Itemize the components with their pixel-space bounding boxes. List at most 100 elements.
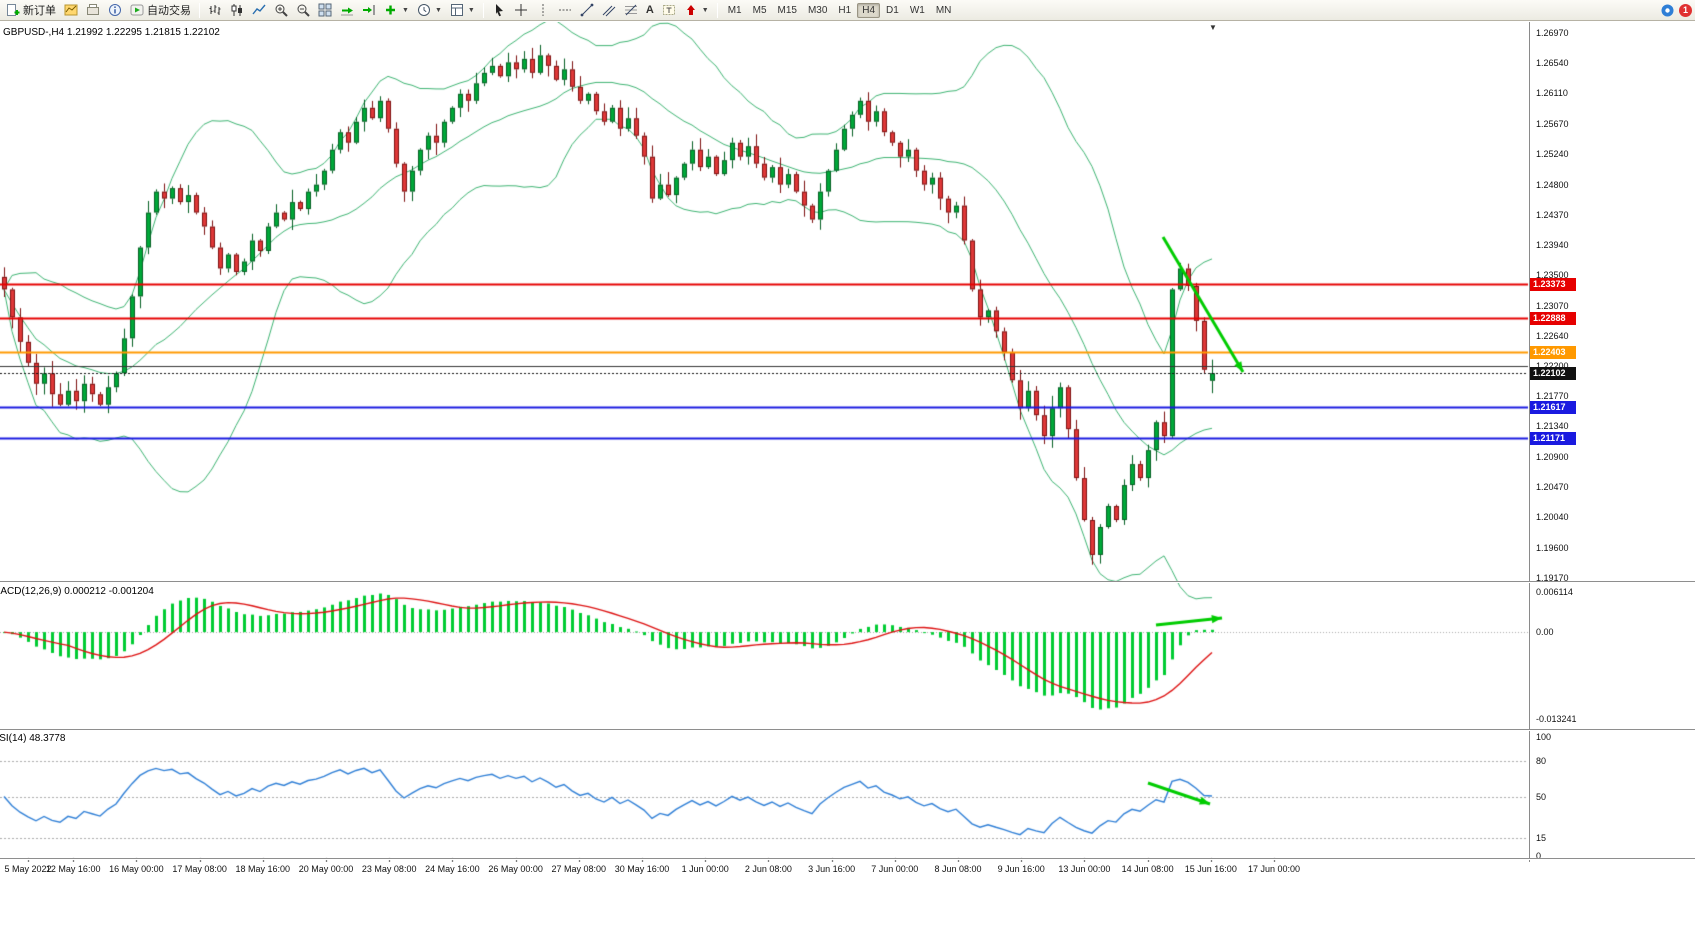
macd-label: MACD(12,26,9) 0.000212 -0.001204 — [0, 586, 154, 597]
auto-trading-button[interactable]: 自动交易 — [127, 1, 194, 19]
timeframe-m1[interactable]: M1 — [727, 4, 742, 16]
price-scale-label: 1.20470 — [1536, 482, 1569, 493]
candlesticks-button[interactable] — [227, 1, 247, 19]
time-axis-separator — [0, 858, 1695, 860]
price-scale-label: 1.20900 — [1536, 452, 1569, 463]
time-axis-label: 1 Jun 00:00 — [681, 864, 729, 874]
indicators-button[interactable]: ▼ — [381, 1, 412, 19]
auto-scroll-icon — [341, 7, 353, 16]
price-tag-1.22102: 1.22102 — [1530, 367, 1576, 381]
price-scale-label: 1.19600 — [1536, 542, 1569, 553]
horizontal-line-button[interactable] — [555, 1, 575, 19]
channel-button[interactable] — [599, 1, 619, 19]
community-icon — [1661, 4, 1674, 16]
templates-button[interactable]: ▼ — [447, 1, 478, 19]
timeframe-mn[interactable]: MN — [935, 4, 952, 16]
time-axis-label: 14 Jun 08:00 — [1121, 864, 1174, 874]
time-axis-label: 8 Jun 08:00 — [934, 864, 982, 874]
tile-windows-button[interactable] — [315, 1, 335, 19]
price-scale-label: 1.24800 — [1536, 179, 1569, 190]
new-order-button[interactable]: 新订单 — [3, 1, 59, 19]
price-scale-label: 1.25240 — [1536, 148, 1569, 159]
price-scale-label: 1.21770 — [1536, 391, 1569, 402]
time-axis-label: 18 May 16:00 — [235, 864, 291, 874]
price-scale[interactable]: 1.26970 1.26540 1.26110 1.25670 1.25240 1.248… — [1529, 22, 1695, 862]
periods-button[interactable]: ▼ — [414, 1, 445, 19]
time-axis-label: 20 May 00:00 — [298, 864, 354, 874]
chart-shift-marker[interactable]: ▼ — [1209, 23, 1217, 32]
cursor-button[interactable] — [489, 1, 509, 19]
rsi-scale-label: 50 — [1536, 791, 1547, 802]
panel-separator-macd[interactable] — [0, 581, 1695, 583]
timeframe-h1[interactable]: H1 — [838, 4, 852, 16]
timeframe-d1[interactable]: D1 — [886, 4, 899, 16]
price-scale-label: 1.23940 — [1536, 239, 1569, 250]
rsi-scale-label: 15 — [1536, 833, 1547, 844]
price-scale-label: 1.19170 — [1536, 573, 1569, 583]
arrows-button[interactable]: ▼ — [681, 1, 712, 19]
timeframe-w1[interactable]: W1 — [909, 4, 925, 16]
zoom-in-button[interactable] — [271, 1, 291, 19]
chart-canvas[interactable] — [0, 22, 1529, 862]
macd-scale-label: -0.013241 — [1536, 714, 1577, 724]
time-axis-label: 16 May 00:00 — [109, 864, 164, 874]
ohlc-bars-button[interactable] — [205, 1, 225, 19]
time-axis[interactable]: 5 May 2022 12 May 16:00 16 May 00:00 17 May… — [0, 862, 1695, 878]
crosshair-button[interactable] — [511, 1, 531, 19]
ohlc-bars-icon — [209, 5, 221, 15]
templates-icon — [450, 4, 463, 16]
auto-scroll-button[interactable] — [337, 1, 357, 19]
zoom-out-icon — [297, 4, 310, 17]
timeframe-m30[interactable]: M30 — [807, 4, 828, 16]
text-label-button[interactable] — [659, 1, 679, 19]
timeframe-h4[interactable]: H4 — [857, 2, 881, 18]
rsi-label: RSI(14) 48.3778 — [0, 733, 66, 744]
chart-shift-icon — [363, 5, 375, 15]
time-axis-label: 17 Jun 00:00 — [1247, 864, 1301, 874]
data-window-button[interactable] — [105, 1, 125, 19]
tile-windows-icon — [318, 3, 332, 17]
time-axis-label: 17 May 08:00 — [172, 864, 227, 874]
notification-badge[interactable]: 1 — [1679, 3, 1692, 17]
dropdown-caret-icon: ▼ — [434, 6, 442, 14]
text-button[interactable]: A — [643, 1, 657, 19]
cursor-icon — [495, 4, 503, 17]
price-scale-label: 1.25670 — [1536, 118, 1569, 129]
time-axis-label: 3 Jun 16:00 — [808, 864, 856, 874]
zoom-in-icon — [275, 4, 288, 17]
vertical-line-button[interactable] — [533, 1, 553, 19]
time-axis-label: 30 May 16:00 — [614, 864, 670, 874]
time-axis-label: 15 Jun 16:00 — [1184, 864, 1237, 874]
price-scale-label: 1.22640 — [1536, 330, 1569, 341]
rsi-scale-label: 100 — [1536, 732, 1552, 742]
price-scale-label: 1.26540 — [1536, 58, 1569, 69]
chart-shift-button[interactable] — [359, 1, 379, 19]
toolbar-separator — [199, 2, 200, 18]
new-chart-button[interactable] — [61, 1, 81, 19]
zoom-out-button[interactable] — [293, 1, 313, 19]
price-tag-1.21617: 1.21617 — [1530, 401, 1576, 415]
channel-icon — [602, 5, 616, 17]
fibonacci-button[interactable] — [621, 1, 641, 19]
new-order-icon — [7, 4, 20, 16]
profiles-button[interactable] — [83, 1, 103, 19]
community-button[interactable] — [1658, 1, 1677, 19]
trendline-button[interactable] — [577, 1, 597, 19]
chart-ohlc-header: GBPUSD-,H4 1.21992 1.22295 1.21815 1.221… — [3, 27, 220, 38]
text-label-icon — [662, 5, 675, 15]
time-axis-label: 24 May 16:00 — [425, 864, 480, 874]
price-scale-label: 1.23070 — [1536, 300, 1569, 311]
time-axis-label: 5 May 2022 — [4, 864, 52, 874]
new-chart-icon — [64, 4, 78, 16]
text-tool-label: A — [645, 4, 654, 16]
candlesticks-icon — [231, 4, 242, 16]
panel-separator-rsi[interactable] — [0, 729, 1695, 731]
crosshair-icon — [514, 4, 527, 16]
profiles-icon — [87, 4, 99, 15]
auto-trading-icon — [130, 4, 144, 16]
price-scale-label: 1.20040 — [1536, 512, 1569, 523]
arrow-object-icon — [686, 5, 695, 15]
timeframe-m15[interactable]: M15 — [777, 4, 797, 16]
timeframe-m5[interactable]: M5 — [752, 4, 767, 16]
line-chart-button[interactable] — [249, 1, 269, 19]
